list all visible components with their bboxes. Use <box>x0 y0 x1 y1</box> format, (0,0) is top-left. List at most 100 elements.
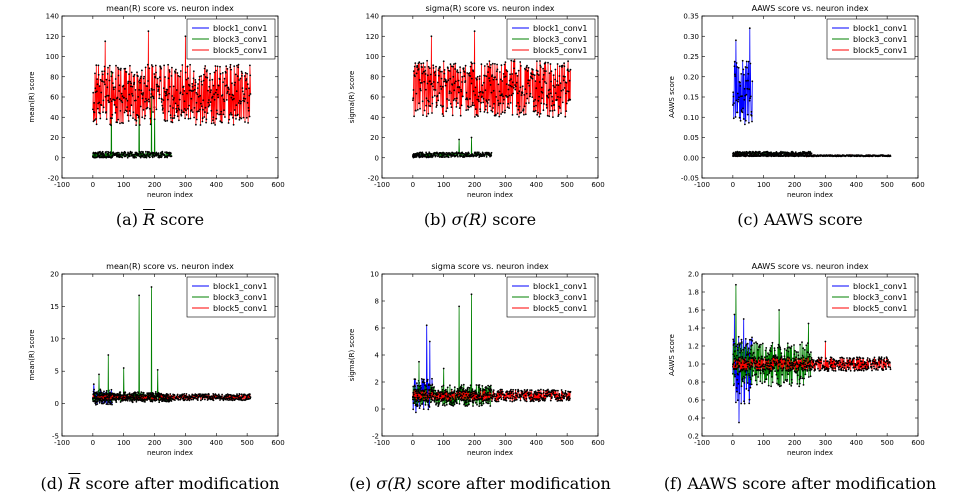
data-point <box>221 94 224 96</box>
data-point <box>244 72 247 74</box>
data-point <box>245 116 248 119</box>
data-point <box>141 393 144 396</box>
data-point <box>104 40 107 43</box>
caption-symbol: σ(R) <box>451 210 488 229</box>
data-point <box>148 398 151 401</box>
data-point <box>148 100 150 103</box>
data-point <box>509 397 512 399</box>
data-point <box>119 69 122 71</box>
data-point <box>431 112 433 114</box>
data-point <box>205 118 208 121</box>
data-point <box>501 388 503 391</box>
data-point <box>522 397 525 399</box>
data-point <box>766 150 769 153</box>
data-point <box>528 391 530 394</box>
data-point <box>230 113 233 116</box>
data-point <box>219 72 222 75</box>
data-point <box>235 90 238 93</box>
data-point <box>554 68 557 71</box>
data-point <box>131 94 134 97</box>
data-point <box>204 393 207 396</box>
legend-entry: block5_conv1 <box>853 46 908 55</box>
data-point <box>749 62 752 65</box>
data-point <box>481 404 483 407</box>
data-point <box>532 395 535 397</box>
data-point <box>776 377 779 380</box>
data-point <box>142 92 145 94</box>
data-point <box>472 392 474 395</box>
data-point <box>498 115 501 118</box>
data-point <box>732 353 735 356</box>
data-point <box>135 124 137 126</box>
data-point <box>166 94 168 96</box>
data-point <box>183 90 186 92</box>
data-point <box>453 389 456 392</box>
data-point <box>217 96 220 99</box>
data-point <box>449 77 452 80</box>
data-point <box>423 390 426 393</box>
data-point <box>119 122 121 125</box>
data-point <box>413 398 415 401</box>
data-point <box>217 84 220 87</box>
data-point <box>432 81 435 83</box>
data-point <box>471 102 474 104</box>
data-point <box>191 85 194 88</box>
data-point <box>201 117 204 120</box>
data-point <box>751 374 754 377</box>
data-point <box>777 343 780 346</box>
data-point <box>496 112 499 115</box>
data-point <box>237 396 240 399</box>
data-point <box>560 89 563 92</box>
data-point <box>119 110 122 112</box>
data-point <box>545 82 548 85</box>
data-point <box>471 395 474 398</box>
data-point <box>230 68 233 71</box>
data-point <box>137 392 140 394</box>
x-axis-label: neuron index <box>147 191 193 199</box>
chart-d: mean(R) score vs. neuron index-100 0 100 20… <box>28 262 285 457</box>
data-point <box>749 97 751 100</box>
data-point <box>427 404 430 406</box>
data-point <box>172 98 175 101</box>
data-point <box>740 341 743 343</box>
data-point <box>434 70 436 73</box>
data-point <box>738 421 740 424</box>
data-point <box>428 389 430 391</box>
caption-tag: (a) <box>115 210 138 229</box>
data-point <box>545 70 547 73</box>
data-point <box>515 105 518 107</box>
data-point <box>436 94 439 97</box>
data-point <box>100 155 103 158</box>
data-point <box>132 111 135 114</box>
data-point <box>98 402 101 404</box>
data-point <box>185 78 188 81</box>
data-point <box>109 391 111 394</box>
data-point <box>173 114 176 117</box>
data-point <box>512 92 514 95</box>
data-point <box>489 387 492 390</box>
data-point <box>175 68 177 71</box>
data-point <box>744 369 747 372</box>
data-point <box>499 71 501 73</box>
data-point <box>415 72 418 75</box>
data-point <box>451 396 454 398</box>
data-point <box>186 92 188 95</box>
data-point <box>490 384 492 387</box>
data-point <box>522 109 525 111</box>
data-point <box>543 70 546 72</box>
data-point <box>215 88 218 91</box>
data-point <box>179 91 182 94</box>
data-point <box>515 398 518 401</box>
data-point <box>495 70 498 73</box>
data-point <box>534 98 536 101</box>
data-point <box>423 109 426 112</box>
data-point <box>448 92 451 94</box>
data-point <box>114 86 116 88</box>
y-axis-label: mean(R) score <box>28 71 36 122</box>
data-point <box>240 70 243 73</box>
data-point <box>110 100 113 102</box>
data-point <box>225 65 228 68</box>
data-point <box>734 364 737 367</box>
data-point <box>241 87 244 89</box>
data-point <box>482 402 485 405</box>
